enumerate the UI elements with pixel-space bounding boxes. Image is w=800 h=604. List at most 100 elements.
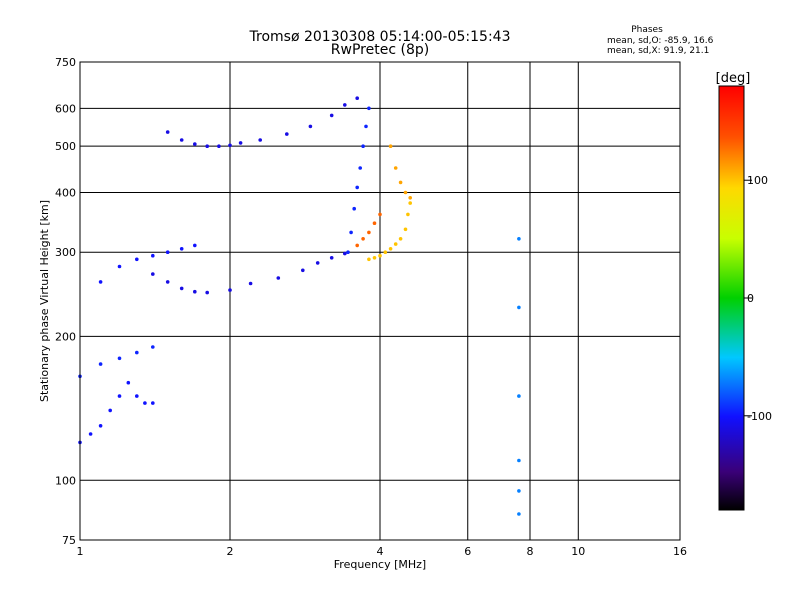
data-point: [117, 356, 122, 361]
data-point: [517, 237, 521, 241]
data-point: [361, 144, 365, 148]
data-point: [179, 247, 184, 251]
data-point: [165, 130, 170, 134]
y-tick-label: 500: [55, 140, 76, 153]
data-point: [367, 257, 371, 262]
data-point: [349, 230, 353, 235]
data-point: [372, 255, 377, 260]
data-point: [98, 362, 103, 366]
data-point: [408, 196, 413, 200]
data-point: [361, 237, 365, 241]
data-point: [355, 243, 360, 248]
data-point: [117, 394, 122, 398]
y-tick-label: 400: [55, 186, 76, 199]
y-tick-label: 75: [62, 534, 76, 547]
data-point: [228, 143, 232, 148]
data-point: [258, 138, 263, 142]
data-point: [517, 489, 521, 493]
data-point: [248, 281, 253, 286]
data-point: [165, 280, 170, 284]
data-point: [393, 166, 398, 170]
colorbar-tick-label: 0: [747, 292, 754, 305]
data-point: [135, 350, 139, 355]
data-point: [193, 142, 197, 146]
colorbar-tick-label: 100: [747, 174, 768, 187]
data-point: [301, 268, 305, 273]
data-point: [238, 141, 243, 145]
colorbar-tick-label: -100: [747, 410, 772, 423]
x-axis-label: Frequency [MHz]: [334, 558, 426, 571]
data-point: [352, 206, 357, 211]
data-point: [179, 138, 184, 142]
data-point: [372, 221, 377, 225]
data-point: [517, 458, 521, 463]
stats-o-line: mean, sd,O: -85.9, 16.6: [607, 36, 714, 46]
y-tick-label: 600: [55, 102, 76, 115]
data-point: [383, 250, 388, 254]
data-point: [343, 251, 347, 256]
data-point: [276, 276, 281, 280]
data-point: [205, 290, 209, 295]
x-tick-label: 8: [527, 545, 534, 558]
data-point: [228, 288, 232, 292]
x-tick-label: 2: [227, 545, 234, 558]
data-point: [517, 305, 521, 310]
data-point: [98, 424, 103, 428]
data-point: [217, 144, 221, 148]
data-point: [135, 394, 139, 398]
data-point: [388, 144, 393, 148]
data-point: [151, 401, 155, 405]
data-point: [193, 289, 197, 294]
y-tick-label: 100: [55, 474, 76, 487]
colorbar-label: [deg]: [716, 71, 751, 86]
data-point: [398, 180, 403, 185]
data-point: [388, 247, 393, 251]
y-tick-label: 750: [55, 56, 76, 69]
data-point: [378, 212, 382, 217]
y-axis-label: Stationary phase Virtual Height [km]: [38, 200, 51, 402]
data-point: [408, 201, 413, 205]
data-point: [151, 253, 155, 258]
data-point: [517, 512, 521, 516]
x-tick-label: 4: [377, 545, 384, 558]
data-point: [108, 408, 112, 413]
data-point: [88, 432, 93, 436]
data-point: [403, 227, 408, 232]
data-point: [403, 190, 408, 195]
data-point: [193, 243, 197, 248]
x-tick-label: 6: [464, 545, 471, 558]
data-point: [355, 185, 360, 190]
data-point: [367, 106, 371, 111]
data-point: [346, 250, 350, 254]
x-tick-label: 16: [673, 545, 687, 558]
data-point: [179, 286, 184, 291]
x-axis-ticks: 1 2 4 6 8 10 16: [77, 545, 688, 558]
y-axis-ticks: 75 100 200 300 400 500 600 750: [55, 56, 76, 547]
y-tick-label: 200: [55, 330, 76, 343]
chart-subtitle: RwPretec (8p): [331, 42, 429, 58]
plot-frame: [79, 61, 681, 541]
data-point: [151, 272, 155, 276]
data-point: [358, 166, 363, 170]
data-point: [517, 394, 521, 398]
data-point: [315, 261, 320, 265]
x-tick-label: 1: [77, 545, 84, 558]
grid-lines: [80, 62, 680, 540]
data-point: [364, 124, 368, 129]
data-point: [165, 250, 170, 254]
colorbar-ticks: 100 0 -100: [744, 174, 772, 423]
data-point: [151, 345, 155, 349]
data-point: [355, 96, 360, 100]
data-point: [378, 253, 382, 258]
data-point: [367, 230, 371, 235]
data-point: [98, 280, 103, 284]
data-point: [205, 144, 209, 148]
data-point: [329, 113, 334, 118]
data-point: [135, 257, 139, 262]
chart-title: Tromsø 20130308 05:14:00-05:15:43: [249, 29, 511, 45]
data-point: [285, 132, 289, 136]
data-point: [126, 380, 131, 385]
stats-heading: Phases: [631, 25, 663, 35]
